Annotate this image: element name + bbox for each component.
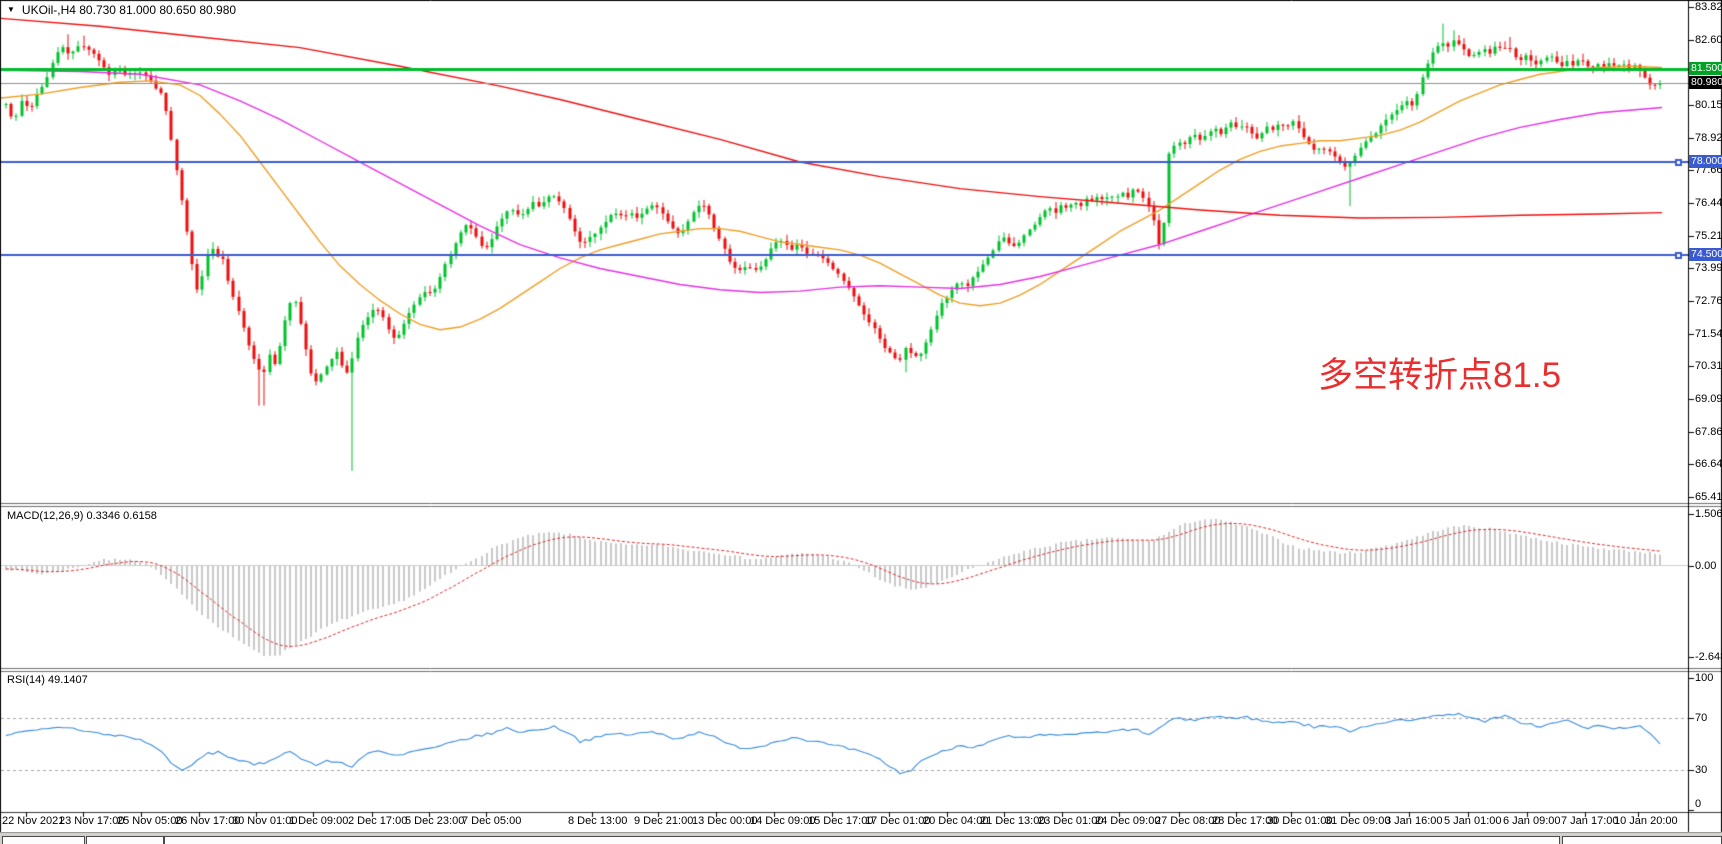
chart-annotation-text: 多空转折点81.5	[1318, 356, 1562, 395]
price-axis-label: 82.600	[1695, 33, 1722, 46]
price-axis-label: 75.215	[1695, 229, 1722, 242]
time-axis-label: 30 Dec 01:00	[1267, 815, 1333, 827]
time-axis-label: 27 Dec 08:00	[1155, 815, 1221, 827]
macd-scale-label: -2.6487	[1695, 651, 1722, 663]
taskbar-segment[interactable]	[86, 836, 164, 844]
bottom-window-strip	[0, 832, 1722, 844]
price-axis-label: 67.865	[1695, 425, 1722, 438]
price-axis-label: 73.990	[1695, 262, 1722, 275]
price-axis-label: 78.925	[1695, 131, 1722, 144]
price-axis-label: 71.540	[1695, 327, 1722, 340]
rsi-scale-label: 30	[1695, 764, 1708, 777]
chart-title: ▼ UKOil-,H4 80.730 81.000 80.650 80.980	[7, 3, 236, 17]
macd-indicator-label: MACD(12,26,9) 0.3346 0.6158	[7, 510, 157, 522]
time-axis-label: 14 Dec 09:00	[750, 815, 816, 827]
time-axis-label: 21 Dec 13:00	[980, 815, 1046, 827]
time-axis-label: 30 Nov 01:00	[232, 815, 298, 827]
price-badge: 74.500	[1689, 248, 1722, 261]
rsi-scale-label: 70	[1695, 711, 1708, 724]
time-axis-label: 1 Dec 09:00	[289, 815, 349, 827]
time-axis-label: 28 Dec 17:00	[1212, 815, 1278, 827]
time-axis-label: 3 Jan 16:00	[1385, 815, 1443, 827]
time-axis-label: 9 Dec 21:00	[634, 815, 694, 827]
time-axis-label: 23 Dec 01:00	[1038, 815, 1104, 827]
rsi-indicator-label: RSI(14) 49.1407	[7, 674, 88, 686]
price-axis-label: 69.090	[1695, 393, 1722, 405]
time-axis-label: 17 Dec 01:00	[865, 815, 931, 827]
time-axis-label: 25 Nov 05:00	[117, 815, 183, 827]
time-axis-label: 26 Nov 17:00	[175, 815, 241, 827]
price-axis-label: 80.150	[1695, 99, 1722, 111]
time-axis-label: 23 Nov 17:00	[59, 815, 125, 827]
time-axis-label: 8 Dec 13:00	[568, 815, 628, 827]
symbol-dropdown-icon: ▼	[7, 5, 15, 14]
price-badge: 78.000	[1689, 155, 1722, 168]
time-axis-label: 6 Jan 09:00	[1503, 815, 1561, 827]
price-axis-label: 76.440	[1695, 197, 1722, 209]
macd-scale-label: 1.5061	[1695, 508, 1722, 520]
time-axis-label: 22 Nov 2021	[2, 815, 65, 827]
taskbar-segment[interactable]	[2, 836, 85, 844]
price-axis-label: 65.415	[1695, 491, 1722, 503]
price-badge: 80.980	[1689, 76, 1722, 89]
time-axis-label: 2 Dec 17:00	[348, 815, 408, 827]
time-axis-label: 13 Dec 00:00	[692, 815, 758, 827]
time-axis-label: 10 Jan 20:00	[1614, 815, 1678, 827]
time-axis-label: 5 Dec 23:00	[405, 815, 465, 827]
macd-scale-label: 0.00	[1695, 560, 1717, 572]
price-axis-label: 70.315	[1695, 360, 1722, 373]
time-axis-label: 5 Jan 01:00	[1444, 815, 1502, 827]
rsi-scale-label: 100	[1695, 672, 1714, 684]
time-axis-label: 15 Dec 17:00	[808, 815, 874, 827]
taskbar-segment[interactable]	[164, 836, 1560, 844]
time-axis-label: 31 Dec 09:00	[1325, 815, 1391, 827]
price-axis-label: 66.640	[1695, 458, 1722, 471]
chart-title-text: UKOil-,H4 80.730 81.000 80.650 80.980	[21, 3, 237, 17]
rsi-scale-label: 0	[1695, 798, 1702, 810]
price-axis-label: 83.825	[1695, 1, 1722, 13]
time-axis-label: 7 Jan 17:00	[1561, 815, 1619, 827]
time-axis-label: 24 Dec 09:00	[1095, 815, 1161, 827]
price-axis-label: 72.765	[1695, 295, 1722, 307]
time-axis-label: 20 Dec 04:00	[923, 815, 989, 827]
price-badge: 81.500	[1689, 62, 1722, 75]
time-axis-label: 7 Dec 05:00	[462, 815, 522, 827]
taskbar-segment[interactable]	[1562, 836, 1722, 844]
